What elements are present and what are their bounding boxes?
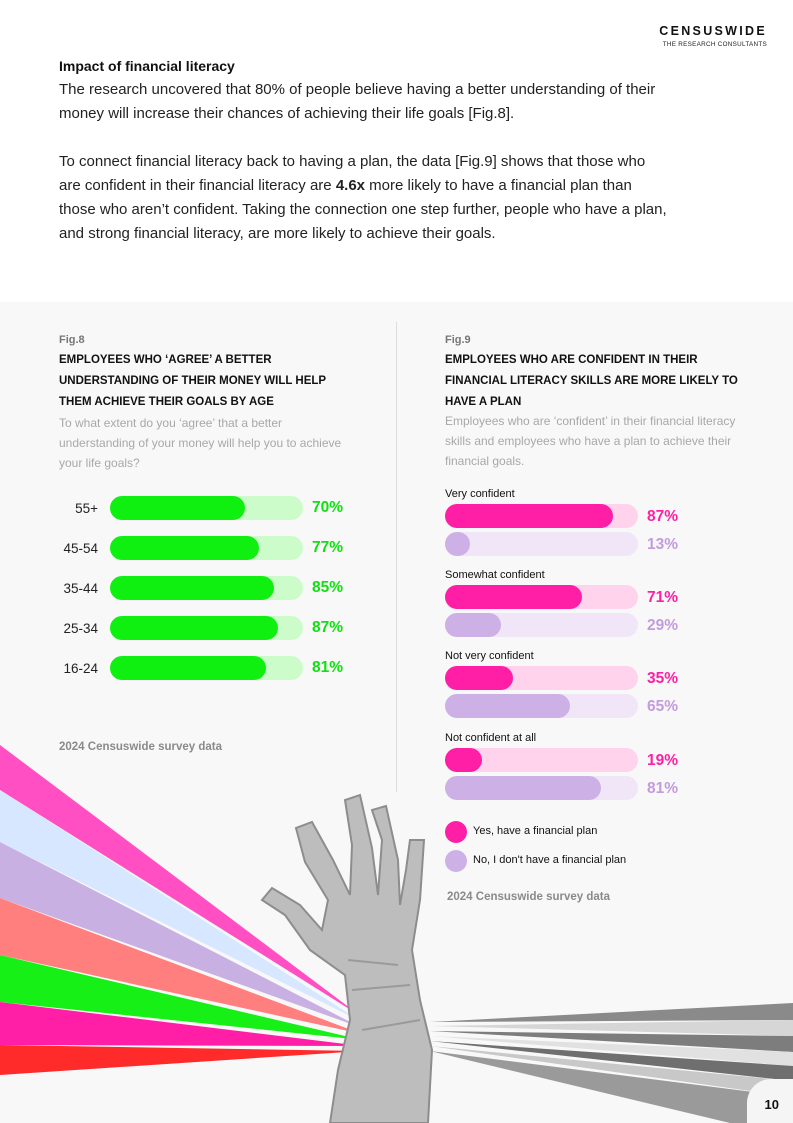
yes-plan-value-label: 19% [647, 752, 679, 769]
age-value-label: 81% [312, 659, 344, 676]
fig8-source: 2024 Censuswide survey data [59, 741, 222, 753]
yes-plan-bar-track [445, 666, 638, 690]
fig9-title: EMPLOYEES WHO ARE CONFIDENT IN THEIR FIN… [445, 354, 738, 408]
column-divider [396, 322, 397, 792]
ray-grey-1 [430, 1003, 793, 1022]
confidence-category-label: Not confident at all [445, 732, 537, 744]
age-row: 35-44 85% [0, 576, 396, 602]
yes-plan-value-label: 35% [647, 670, 679, 687]
age-bar-track [110, 576, 303, 600]
no-plan-bar [445, 613, 501, 637]
yes-plan-value-label: 87% [647, 508, 679, 525]
no-plan-bar-track [445, 776, 638, 800]
ray-green [0, 955, 362, 1040]
ray-magenta [0, 1002, 362, 1046]
age-value-label: 70% [312, 499, 344, 516]
no-plan-value-label: 29% [647, 617, 679, 634]
confidence-group: Not confident at all 19% 81% [445, 732, 775, 812]
no-plan-bar-track [445, 532, 638, 556]
ray-grey-3 [430, 1031, 793, 1052]
age-bar-track [110, 656, 303, 680]
brand-tagline: THE RESEARCH CONSULTANTS [662, 41, 767, 48]
intro-section: Impact of financial literacy The researc… [59, 58, 669, 246]
fig8-label: Fig.8 [59, 334, 85, 346]
fig9-label: Fig.9 [445, 334, 471, 346]
fig9-source: 2024 Censuswide survey data [447, 891, 610, 903]
age-row: 55+ 70% [0, 496, 396, 522]
age-value-label: 77% [312, 539, 344, 556]
ray-grey-4 [430, 1036, 793, 1066]
age-bar [110, 616, 278, 640]
no-plan-bar [445, 776, 601, 800]
yes-plan-bar [445, 504, 613, 528]
age-category-label: 55+ [75, 501, 98, 516]
no-plan-bar-track [445, 694, 638, 718]
age-value-label: 87% [312, 619, 344, 636]
no-plan-value-label: 13% [647, 536, 679, 553]
yes-plan-bar-track [445, 748, 638, 772]
fig8-title: EMPLOYEES WHO ‘AGREE’ A BETTER UNDERSTAN… [59, 354, 326, 408]
confidence-category-label: Somewhat confident [445, 569, 545, 581]
para2-text-end: more likely to have a financial plan tha… [59, 177, 667, 242]
page-number: 10 [764, 1097, 779, 1112]
hand-illustration [260, 793, 434, 1123]
page-number-tab [747, 1079, 793, 1123]
confidence-category-label: Not very confident [445, 650, 534, 662]
ray-salmon [0, 898, 362, 1034]
intro-paragraph-2: To connect financial literacy back to ha… [59, 150, 669, 246]
legend-swatch-no [445, 850, 467, 872]
age-category-label: 25-34 [63, 621, 98, 636]
confidence-group: Not very confident 35% 65% [445, 650, 775, 730]
ray-grey-2 [430, 1020, 793, 1036]
age-value-label: 85% [312, 579, 344, 596]
no-plan-bar [445, 694, 570, 718]
confidence-group: Very confident 87% 13% [445, 488, 775, 568]
legend-swatch-yes [445, 821, 467, 843]
fig9-question: Employees who are ‘confident’ in their f… [445, 414, 736, 468]
no-plan-bar [445, 532, 470, 556]
confidence-group: Somewhat confident 71% 29% [445, 569, 775, 649]
para2-text-start: To connect financial literacy back to ha… [59, 153, 646, 194]
age-category-label: 45-54 [63, 541, 98, 556]
age-category-label: 35-44 [63, 581, 98, 596]
no-plan-bar-track [445, 613, 638, 637]
no-plan-value-label: 81% [647, 780, 679, 797]
yes-plan-bar-track [445, 504, 638, 528]
legend-label-no: No, I don't have a financial plan [473, 854, 627, 866]
age-row: 16-24 81% [0, 656, 396, 682]
age-bar-track [110, 616, 303, 640]
age-bar [110, 536, 259, 560]
no-plan-value-label: 65% [647, 698, 679, 715]
intro-paragraph-1: The research uncovered that 80% of peopl… [59, 81, 656, 122]
confidence-category-label: Very confident [445, 488, 515, 500]
ray-light-blue [0, 790, 362, 1022]
brand-logo: CENSUSWIDE THE RESEARCH CONSULTANTS [659, 24, 767, 48]
yes-plan-bar [445, 585, 582, 609]
age-row: 45-54 77% [0, 536, 396, 562]
ray-grey-6 [430, 1046, 793, 1097]
ray-grey-7 [430, 1051, 793, 1123]
age-row: 25-34 87% [0, 616, 396, 642]
yes-plan-bar [445, 748, 482, 772]
ray-red [0, 1045, 362, 1075]
brand-name: CENSUSWIDE [659, 24, 767, 38]
ray-grey-5 [430, 1041, 793, 1081]
yes-plan-bar [445, 666, 513, 690]
age-bar-track [110, 496, 303, 520]
legend-label-yes: Yes, have a financial plan [473, 825, 598, 837]
section-heading: Impact of financial literacy [59, 58, 235, 74]
fig8-question: To what extent do you ‘agree’ that a bet… [59, 416, 342, 470]
yes-plan-bar-track [445, 585, 638, 609]
age-bar-track [110, 536, 303, 560]
ray-pink-light [0, 745, 362, 1017]
age-bar [110, 656, 266, 680]
age-bar [110, 576, 274, 600]
age-bar [110, 496, 245, 520]
age-category-label: 16-24 [63, 661, 98, 676]
ray-lavender [0, 842, 362, 1028]
yes-plan-value-label: 71% [647, 589, 679, 606]
para2-highlight: 4.6x [335, 177, 366, 194]
